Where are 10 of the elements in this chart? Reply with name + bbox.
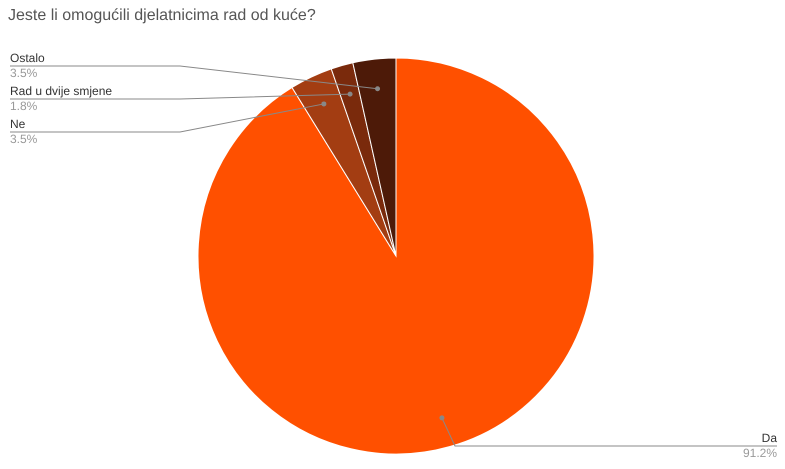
data-label: 3.5% <box>10 66 38 80</box>
pie-slice <box>198 58 594 454</box>
data-label: 1.8% <box>10 99 38 113</box>
chart-title: Jeste li omogućili djelatnicima rad od kuće? <box>8 7 316 24</box>
data-label: 91.2% <box>742 446 778 460</box>
slice-label: Ostalo <box>10 51 46 65</box>
data-label: 3.5% <box>10 132 38 146</box>
slice-label: Ne <box>10 117 26 131</box>
slice-label: Da <box>762 431 778 445</box>
slice-label: Rad u dvije smjene <box>10 84 112 98</box>
